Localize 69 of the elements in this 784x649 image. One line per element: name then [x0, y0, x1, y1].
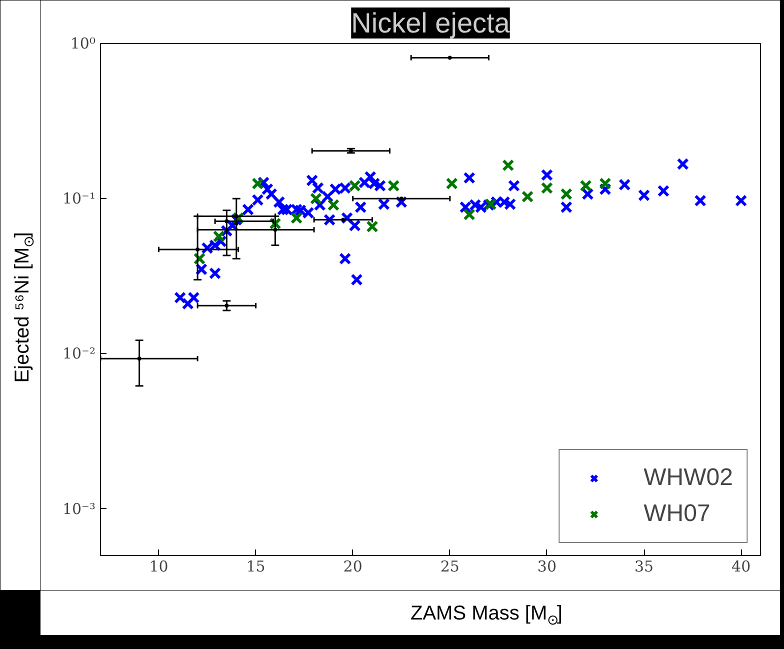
point [261, 183, 274, 196]
point [137, 356, 142, 361]
point [676, 158, 689, 170]
point [463, 208, 476, 221]
point [366, 220, 378, 233]
point [502, 159, 514, 172]
point [399, 196, 404, 201]
point [290, 212, 303, 224]
point [252, 177, 264, 190]
point [338, 252, 352, 265]
x-axis-title: ZAMS Mass [M⊙] [410, 602, 562, 628]
x-tick-label: 10 [149, 558, 168, 576]
point [395, 196, 408, 208]
point [560, 188, 572, 200]
point [310, 192, 322, 205]
legend-label: WH07 [644, 500, 710, 528]
point [638, 189, 650, 202]
point [560, 201, 572, 214]
point [312, 182, 324, 194]
point [350, 274, 363, 286]
point [657, 184, 670, 198]
point [265, 188, 278, 200]
point [327, 198, 340, 212]
point [306, 174, 318, 187]
point [540, 168, 554, 182]
point [348, 180, 361, 192]
point [388, 180, 400, 192]
point [694, 194, 706, 207]
point [234, 214, 238, 218]
point [448, 56, 452, 60]
point [521, 190, 534, 203]
point [508, 180, 520, 192]
point [354, 201, 367, 214]
x-tick-label: 40 [732, 558, 751, 576]
y-tick-label: 10⁻² [62, 344, 96, 363]
point [348, 219, 361, 232]
legend-label: WHW02 [644, 464, 733, 492]
x-tick-label: 20 [343, 558, 362, 576]
point [540, 182, 554, 194]
point [224, 219, 229, 224]
point [182, 298, 194, 310]
point [322, 190, 334, 203]
point [242, 203, 254, 216]
point [224, 304, 229, 308]
x-tick-label: 15 [246, 558, 266, 576]
point [272, 196, 286, 208]
point [463, 172, 476, 184]
point [234, 222, 238, 226]
point [580, 180, 592, 192]
y-axis-title: Ejected ⁵⁶Ni [M⊙] [12, 232, 36, 383]
point [273, 228, 278, 232]
x-tick-label: 35 [634, 558, 654, 576]
point [212, 230, 226, 243]
y-tick-label: 10⁻³ [62, 500, 96, 518]
point [378, 198, 390, 210]
x-tick-label: 30 [537, 558, 557, 576]
chart-title: Nickel ejecta [351, 8, 510, 38]
y-tick-label: 10⁰ [70, 34, 96, 52]
point [208, 267, 222, 280]
point [599, 177, 612, 190]
point [364, 170, 376, 184]
point [618, 178, 631, 191]
point [196, 247, 200, 252]
y-tick-label: 10⁻¹ [62, 190, 96, 208]
point [252, 194, 264, 206]
point [341, 218, 346, 222]
x-tick-label: 25 [440, 558, 460, 576]
point [446, 177, 458, 190]
point [734, 194, 748, 207]
